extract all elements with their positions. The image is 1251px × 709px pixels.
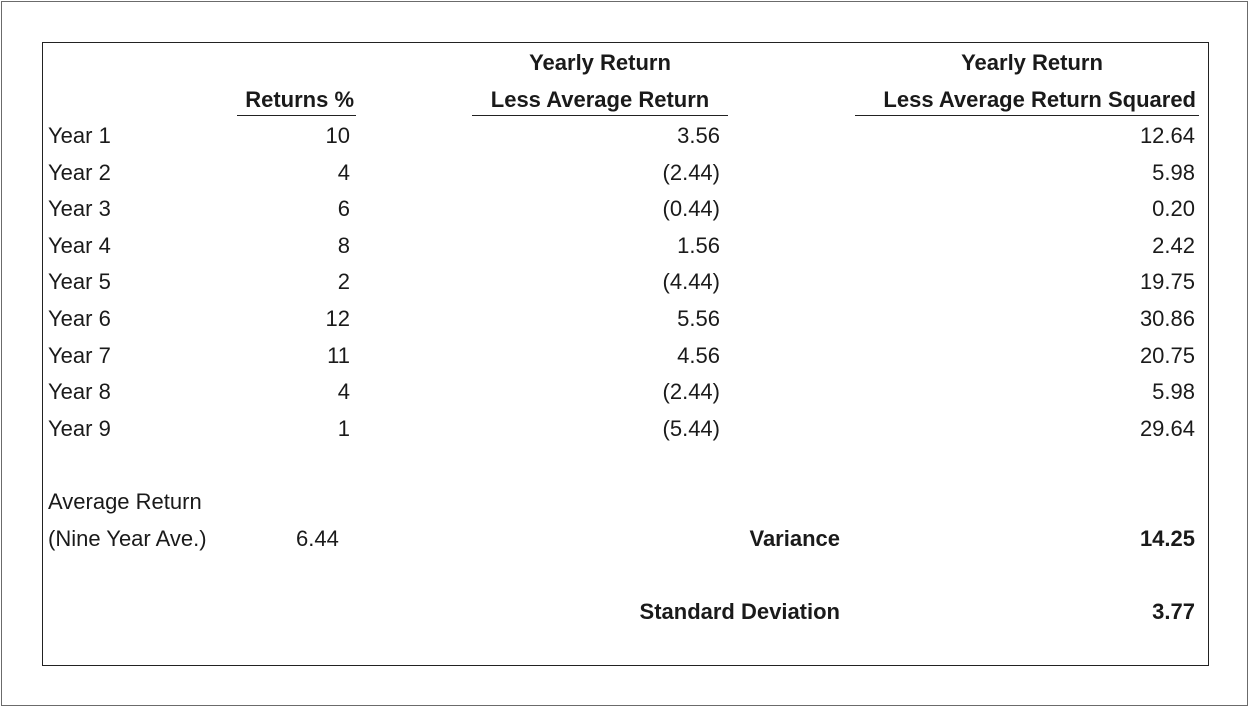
variance-value: 14.25	[1139, 526, 1195, 551]
header-yearly-return-diff-line1: Yearly Return	[529, 50, 671, 75]
header-underline-returns	[237, 115, 356, 116]
row-diff-value: (2.44)	[662, 160, 720, 185]
nine-year-average-label: (Nine Year Ave.)	[48, 526, 207, 551]
variance-label: Variance	[749, 526, 840, 551]
row-squared-value: 5.98	[1152, 160, 1195, 185]
row-diff-value: (4.44)	[662, 269, 720, 294]
row-diff-value: 5.56	[677, 306, 720, 331]
row-diff-value: (0.44)	[662, 196, 720, 221]
row-squared-value: 0.20	[1152, 196, 1195, 221]
average-return-label: Average Return	[48, 489, 202, 514]
header-returns-percent: Returns %	[245, 87, 354, 112]
row-diff-value: 3.56	[677, 123, 720, 148]
row-return-value: 12	[325, 306, 350, 331]
header-underline-sq	[855, 115, 1199, 116]
row-year-label: Year 4	[48, 233, 111, 258]
row-year-label: Year 1	[48, 123, 111, 148]
header-underline-diff	[472, 115, 728, 116]
row-return-value: 11	[327, 343, 350, 368]
row-squared-value: 19.75	[1139, 269, 1195, 294]
header-yearly-return-diff-line2: Less Average Return	[490, 87, 710, 112]
returns-table	[42, 42, 1209, 666]
row-year-label: Year 5	[48, 269, 111, 294]
row-year-label: Year 8	[48, 379, 111, 404]
row-squared-value: 20.75	[1139, 343, 1195, 368]
row-squared-value: 5.98	[1152, 379, 1195, 404]
row-squared-value: 12.64	[1139, 123, 1195, 148]
header-yearly-return-sq-line1: Yearly Return	[961, 50, 1103, 75]
row-return-value: 4	[337, 379, 350, 404]
row-return-value: 6	[337, 196, 350, 221]
row-diff-value: 1.56	[677, 233, 720, 258]
average-return-value: 6.44	[296, 526, 339, 551]
row-squared-value: 29.64	[1139, 416, 1195, 441]
row-return-value: 10	[325, 123, 350, 148]
row-year-label: Year 6	[48, 306, 111, 331]
row-year-label: Year 7	[48, 343, 111, 368]
row-year-label: Year 3	[48, 196, 111, 221]
row-diff-value: (2.44)	[662, 379, 720, 404]
row-return-value: 1	[337, 416, 350, 441]
row-return-value: 8	[337, 233, 350, 258]
row-year-label: Year 9	[48, 416, 111, 441]
row-diff-value: (5.44)	[662, 416, 720, 441]
row-year-label: Year 2	[48, 160, 111, 185]
row-squared-value: 30.86	[1139, 306, 1195, 331]
row-diff-value: 4.56	[677, 343, 720, 368]
row-return-value: 2	[337, 269, 350, 294]
header-yearly-return-sq-line2: Less Average Return Squared	[883, 87, 1196, 112]
standard-deviation-value: 3.77	[1152, 599, 1195, 624]
standard-deviation-label: Standard Deviation	[639, 599, 840, 624]
row-squared-value: 2.42	[1152, 233, 1195, 258]
row-return-value: 4	[337, 160, 350, 185]
